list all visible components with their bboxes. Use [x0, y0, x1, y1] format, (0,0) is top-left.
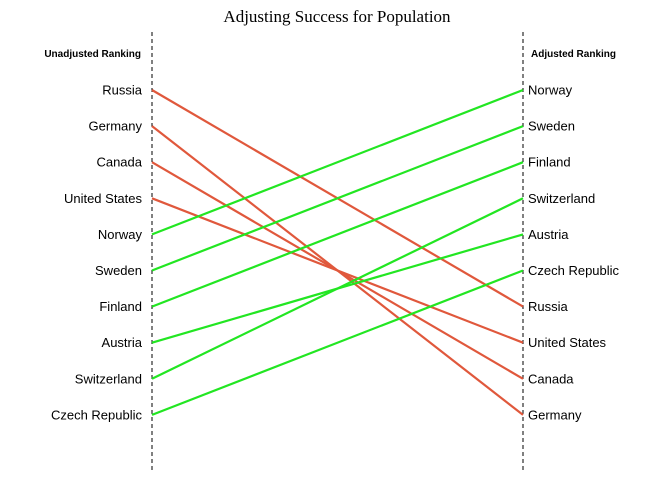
- left-label-finland: Finland: [99, 299, 142, 314]
- right-label-finland: Finland: [528, 155, 571, 170]
- right-label-united-states: United States: [528, 335, 607, 350]
- slope-labels: Russia Russia Germany Germany Canada Canada Un…: [51, 83, 620, 423]
- left-axis-header: Unadjusted Ranking: [44, 49, 141, 60]
- chart-title: Adjusting Success for Population: [223, 7, 451, 26]
- right-label-austria: Austria: [528, 227, 569, 242]
- slope-line-finland: [151, 161, 524, 308]
- right-label-czech-republic: Czech Republic: [528, 263, 620, 278]
- left-label-austria: Austria: [102, 335, 143, 350]
- slope-line-norway: [151, 88, 524, 236]
- right-axis-header: Adjusted Ranking: [531, 49, 616, 60]
- left-label-canada: Canada: [96, 155, 142, 170]
- right-label-norway: Norway: [528, 83, 573, 98]
- slope-line-united-states: [151, 197, 524, 344]
- left-label-russia: Russia: [102, 83, 143, 98]
- right-label-russia: Russia: [528, 299, 569, 314]
- left-label-germany: Germany: [89, 119, 143, 134]
- left-label-sweden: Sweden: [95, 263, 142, 278]
- right-label-sweden: Sweden: [528, 119, 575, 134]
- right-label-switzerland: Switzerland: [528, 191, 595, 206]
- left-label-united-states: United States: [64, 191, 143, 206]
- right-label-canada: Canada: [528, 371, 574, 386]
- right-label-germany: Germany: [528, 407, 582, 422]
- slope-lines: [151, 88, 524, 416]
- slope-line-czech-republic: [151, 269, 524, 416]
- slope-line-sweden: [151, 125, 524, 272]
- left-label-norway: Norway: [98, 227, 143, 242]
- left-label-czech-republic: Czech Republic: [51, 407, 143, 422]
- left-label-switzerland: Switzerland: [75, 371, 142, 386]
- slope-line-switzerland: [151, 197, 524, 380]
